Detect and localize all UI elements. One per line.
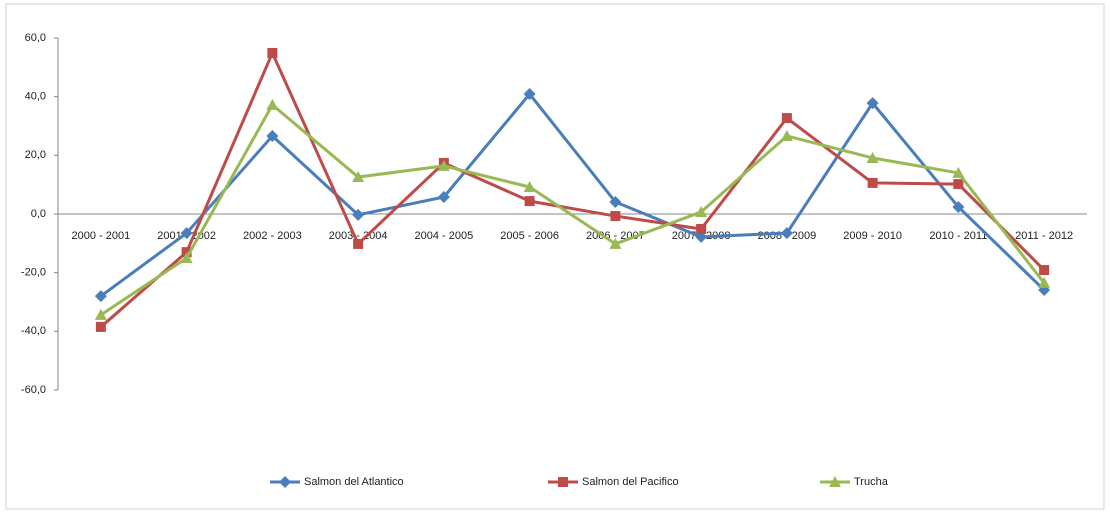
y-tick-label: 40,0 (25, 91, 46, 103)
y-tick-label: 60,0 (25, 32, 46, 44)
chart-border (5, 3, 1105, 510)
data-point (94, 308, 107, 320)
y-tick-label: -60,0 (21, 384, 46, 396)
data-point (609, 237, 622, 249)
x-tick-label: 2000 - 2001 (72, 230, 131, 242)
data-point (353, 238, 364, 249)
x-tick-label: 2009 - 2010 (843, 230, 902, 242)
data-point (437, 190, 450, 203)
x-tick-label: 2010 - 2011 (929, 230, 987, 242)
data-point (695, 205, 708, 217)
data-point (266, 98, 279, 110)
data-point (267, 47, 278, 58)
data-point (1038, 276, 1051, 288)
x-tick-label: 2004 - 2005 (415, 230, 474, 242)
data-point (952, 166, 965, 178)
data-point (953, 179, 964, 190)
data-point (95, 321, 106, 332)
data-point (524, 196, 535, 207)
data-point (780, 227, 793, 240)
legend-marker (558, 477, 568, 487)
data-point (266, 129, 279, 142)
data-point (781, 113, 792, 124)
data-point (94, 290, 107, 303)
legend-label: Salmon del Pacifico (582, 476, 679, 488)
data-point (696, 223, 707, 234)
legend-label: Trucha (854, 476, 889, 488)
legend-marker (279, 476, 291, 488)
data-point (437, 159, 450, 171)
y-tick-label: 20,0 (25, 149, 46, 161)
series-line (100, 103, 1046, 317)
data-point (866, 97, 879, 110)
data-point (952, 200, 965, 213)
legend-label: Salmon del Atlantico (304, 476, 404, 488)
series-line (99, 92, 1046, 298)
data-point (866, 151, 879, 163)
data-point (867, 177, 878, 188)
x-tick-label: 2005 - 2006 (500, 230, 559, 242)
x-tick-label: 2011 - 2012 (1015, 230, 1073, 242)
data-point (180, 252, 193, 263)
data-point (1039, 265, 1050, 276)
data-point (523, 181, 536, 193)
y-tick-label: -20,0 (21, 267, 46, 279)
y-tick-label: 0,0 (31, 208, 46, 220)
x-tick-label: 2003 - 2004 (329, 230, 388, 242)
y-tick-label: -40,0 (21, 325, 46, 337)
series-line (99, 51, 1046, 329)
data-point (523, 88, 536, 101)
data-point (180, 227, 193, 240)
legend-marker (829, 476, 841, 487)
data-point (609, 195, 622, 208)
data-point (610, 211, 621, 222)
data-point (352, 171, 365, 183)
data-point (780, 129, 793, 141)
x-tick-label: 2002 - 2003 (243, 230, 302, 242)
data-point (352, 208, 365, 221)
